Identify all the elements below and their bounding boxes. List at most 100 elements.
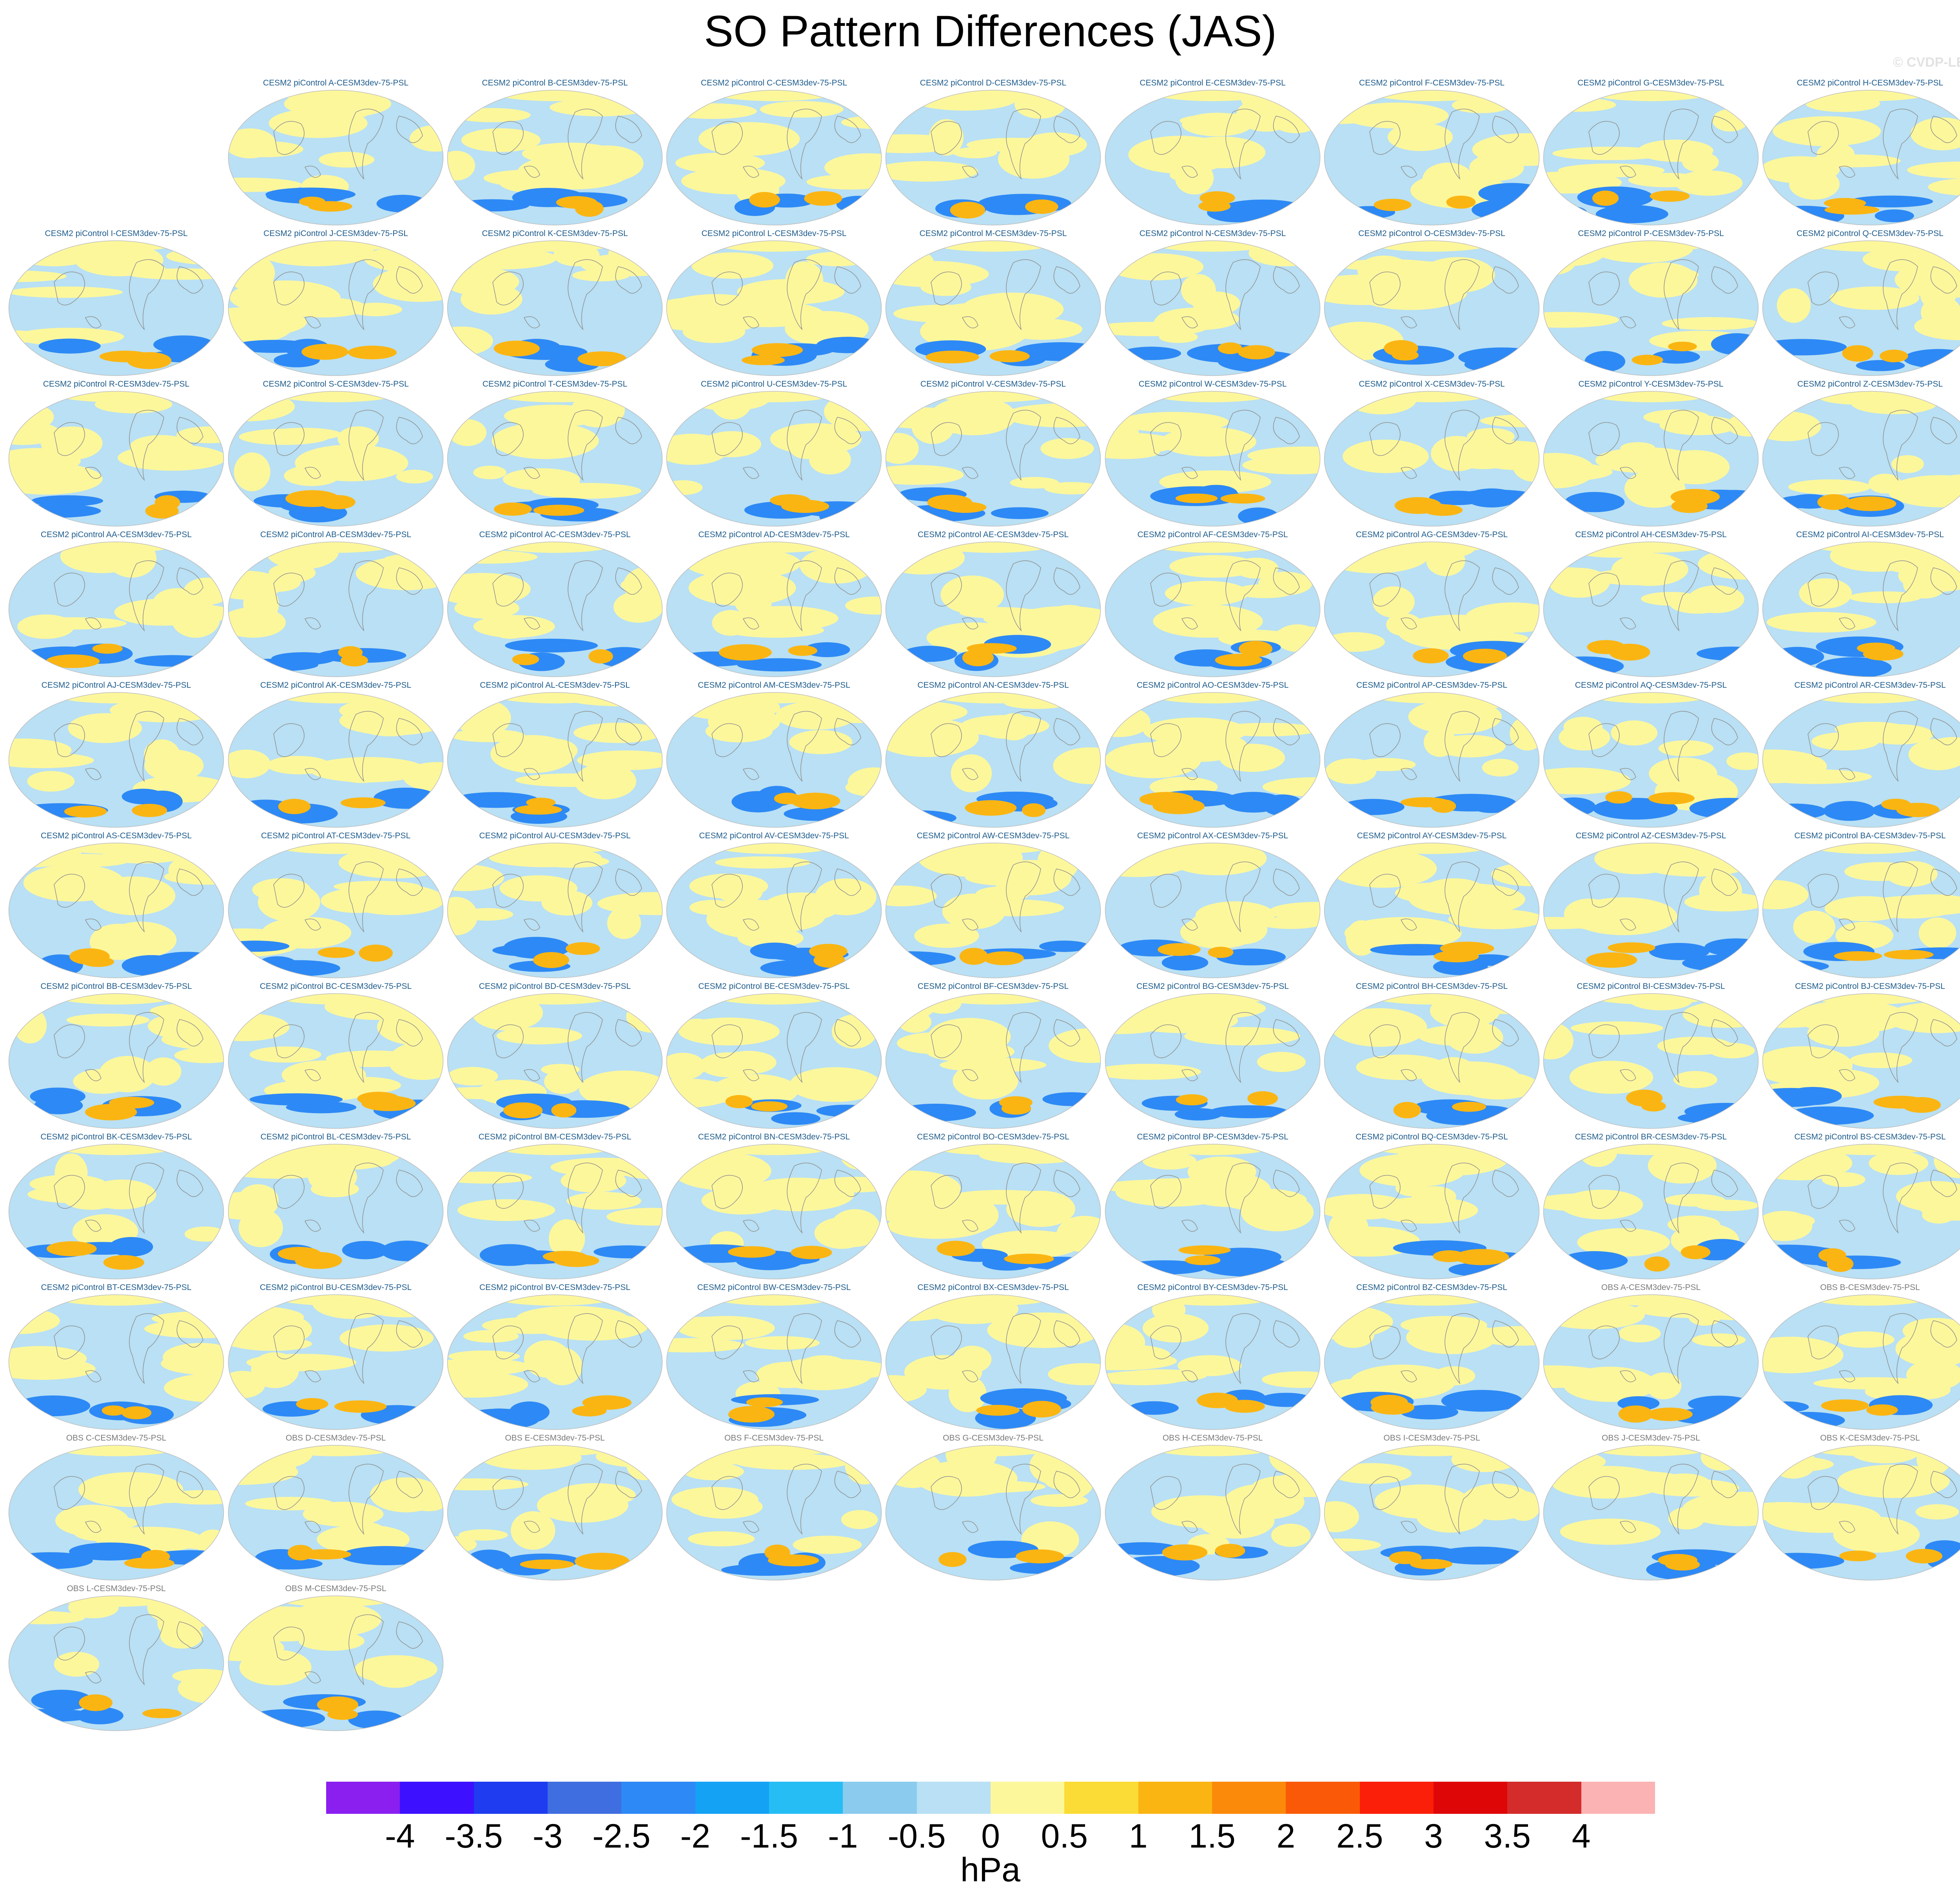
contour-region [319, 152, 375, 168]
contour-region [886, 718, 979, 757]
map-frame [666, 1294, 882, 1430]
panel-title: OBS L-CESM3dev-75-PSL [67, 1584, 166, 1593]
contour-region [273, 994, 398, 1005]
panel-title: CESM2 piControl U-CESM3dev-75-PSL [701, 380, 848, 389]
contour-region [160, 1623, 203, 1649]
map-frame [885, 541, 1101, 677]
contour-region [150, 952, 224, 974]
contour-region [1049, 1028, 1101, 1063]
robinson-map [666, 843, 882, 978]
colorbar-tick-label: -2 [680, 1817, 710, 1855]
contour-region [455, 699, 511, 737]
contour-region [1588, 391, 1713, 402]
contour-region [1726, 752, 1759, 770]
contour-region [733, 1453, 851, 1470]
contour-region [512, 654, 539, 665]
map-panel: CESM2 piControl BH-CESM3dev-75-PSL [1323, 981, 1541, 1130]
contour-region [551, 1103, 577, 1118]
coastline [711, 1464, 861, 1535]
contour-region [1044, 482, 1100, 494]
panel-title: CESM2 piControl AW-CESM3dev-75-PSL [916, 831, 1070, 840]
map-frame [666, 692, 882, 828]
panel-title: OBS K-CESM3dev-75-PSL [1820, 1434, 1920, 1443]
coastline [54, 711, 203, 782]
contour-region [1239, 641, 1272, 657]
contour-region [936, 1241, 975, 1256]
contour-region [1657, 1473, 1711, 1495]
panel-title: CESM2 piControl BA-CESM3dev-75-PSL [1794, 831, 1946, 840]
contour-region [15, 1395, 91, 1416]
contour-region [566, 1192, 641, 1210]
contour-region [1221, 914, 1268, 944]
map-panel: CESM2 piControl AI-CESM3dev-75-PSL [1761, 529, 1960, 678]
contour-region [278, 799, 311, 814]
contour-region [1588, 1445, 1713, 1456]
panel-title: CESM2 piControl BF-CESM3dev-75-PSL [917, 982, 1069, 991]
contour-region [965, 800, 1017, 816]
contour-region [1271, 1524, 1311, 1547]
contour-region [1632, 354, 1663, 365]
contour-region [1116, 1178, 1230, 1207]
contour-region [91, 876, 176, 915]
contour-region [1418, 878, 1490, 913]
contour-region [1587, 640, 1625, 654]
contour-region [1218, 342, 1243, 354]
contour-region [1434, 1546, 1525, 1565]
contour-region [1215, 654, 1262, 667]
robinson-map [228, 240, 444, 376]
contour-region [447, 1358, 530, 1376]
map-panel: CESM2 piControl H-CESM3dev-75-PSL [1761, 78, 1960, 227]
map-frame [447, 240, 663, 376]
colorbar [326, 1782, 1655, 1814]
contour-region [911, 409, 955, 444]
contour-region [298, 1631, 365, 1651]
contour-region [1773, 116, 1881, 146]
contour-region [1010, 477, 1059, 489]
map-frame [1543, 1445, 1759, 1581]
contour-region [788, 645, 818, 656]
contour-region [252, 878, 311, 901]
map-panel: CESM2 piControl BQ-CESM3dev-75-PSL [1323, 1132, 1541, 1281]
contour-region [1452, 1101, 1486, 1112]
contour-region [482, 1317, 581, 1334]
contour-region [1209, 1105, 1289, 1118]
contour-region [814, 1217, 869, 1249]
map-panel: CESM2 piControl X-CESM3dev-75-PSL [1323, 379, 1541, 528]
contour-region [930, 692, 1056, 703]
contour-region [1161, 955, 1209, 971]
contour-region [132, 804, 167, 817]
contour-region [1668, 342, 1697, 351]
map-frame [447, 993, 663, 1129]
contour-region [1777, 288, 1811, 323]
coastline [1369, 861, 1519, 933]
map-panel: OBS L-CESM3dev-75-PSL [7, 1583, 225, 1732]
contour-region [308, 1161, 357, 1193]
contour-region [1848, 195, 1933, 207]
contour-region [1881, 798, 1911, 810]
contour-region [742, 355, 785, 365]
contour-region [1371, 1400, 1415, 1415]
contour-region [520, 1559, 574, 1570]
robinson-map [1543, 1445, 1759, 1581]
contour-region [1369, 241, 1494, 252]
coastline [1369, 410, 1519, 481]
robinson-map [228, 692, 444, 828]
panel-title: CESM2 piControl C-CESM3dev-75-PSL [701, 78, 848, 87]
contour-region [1763, 803, 1827, 819]
contour-region [718, 882, 762, 904]
contour-region [1220, 493, 1265, 504]
contour-region [1156, 307, 1239, 331]
contour-region [1429, 491, 1486, 505]
contour-region [347, 1522, 388, 1549]
coastline [1808, 410, 1957, 481]
contour-region [1692, 1333, 1746, 1347]
contour-region [145, 1057, 181, 1086]
panel-title: CESM2 piControl BB-CESM3dev-75-PSL [40, 982, 192, 991]
coastline [931, 259, 1080, 331]
contour-region [228, 749, 271, 778]
contour-region [53, 391, 179, 402]
contour-region [1788, 479, 1871, 494]
contour-region [1588, 994, 1713, 1005]
contour-region [273, 90, 398, 101]
coastline [711, 259, 861, 331]
